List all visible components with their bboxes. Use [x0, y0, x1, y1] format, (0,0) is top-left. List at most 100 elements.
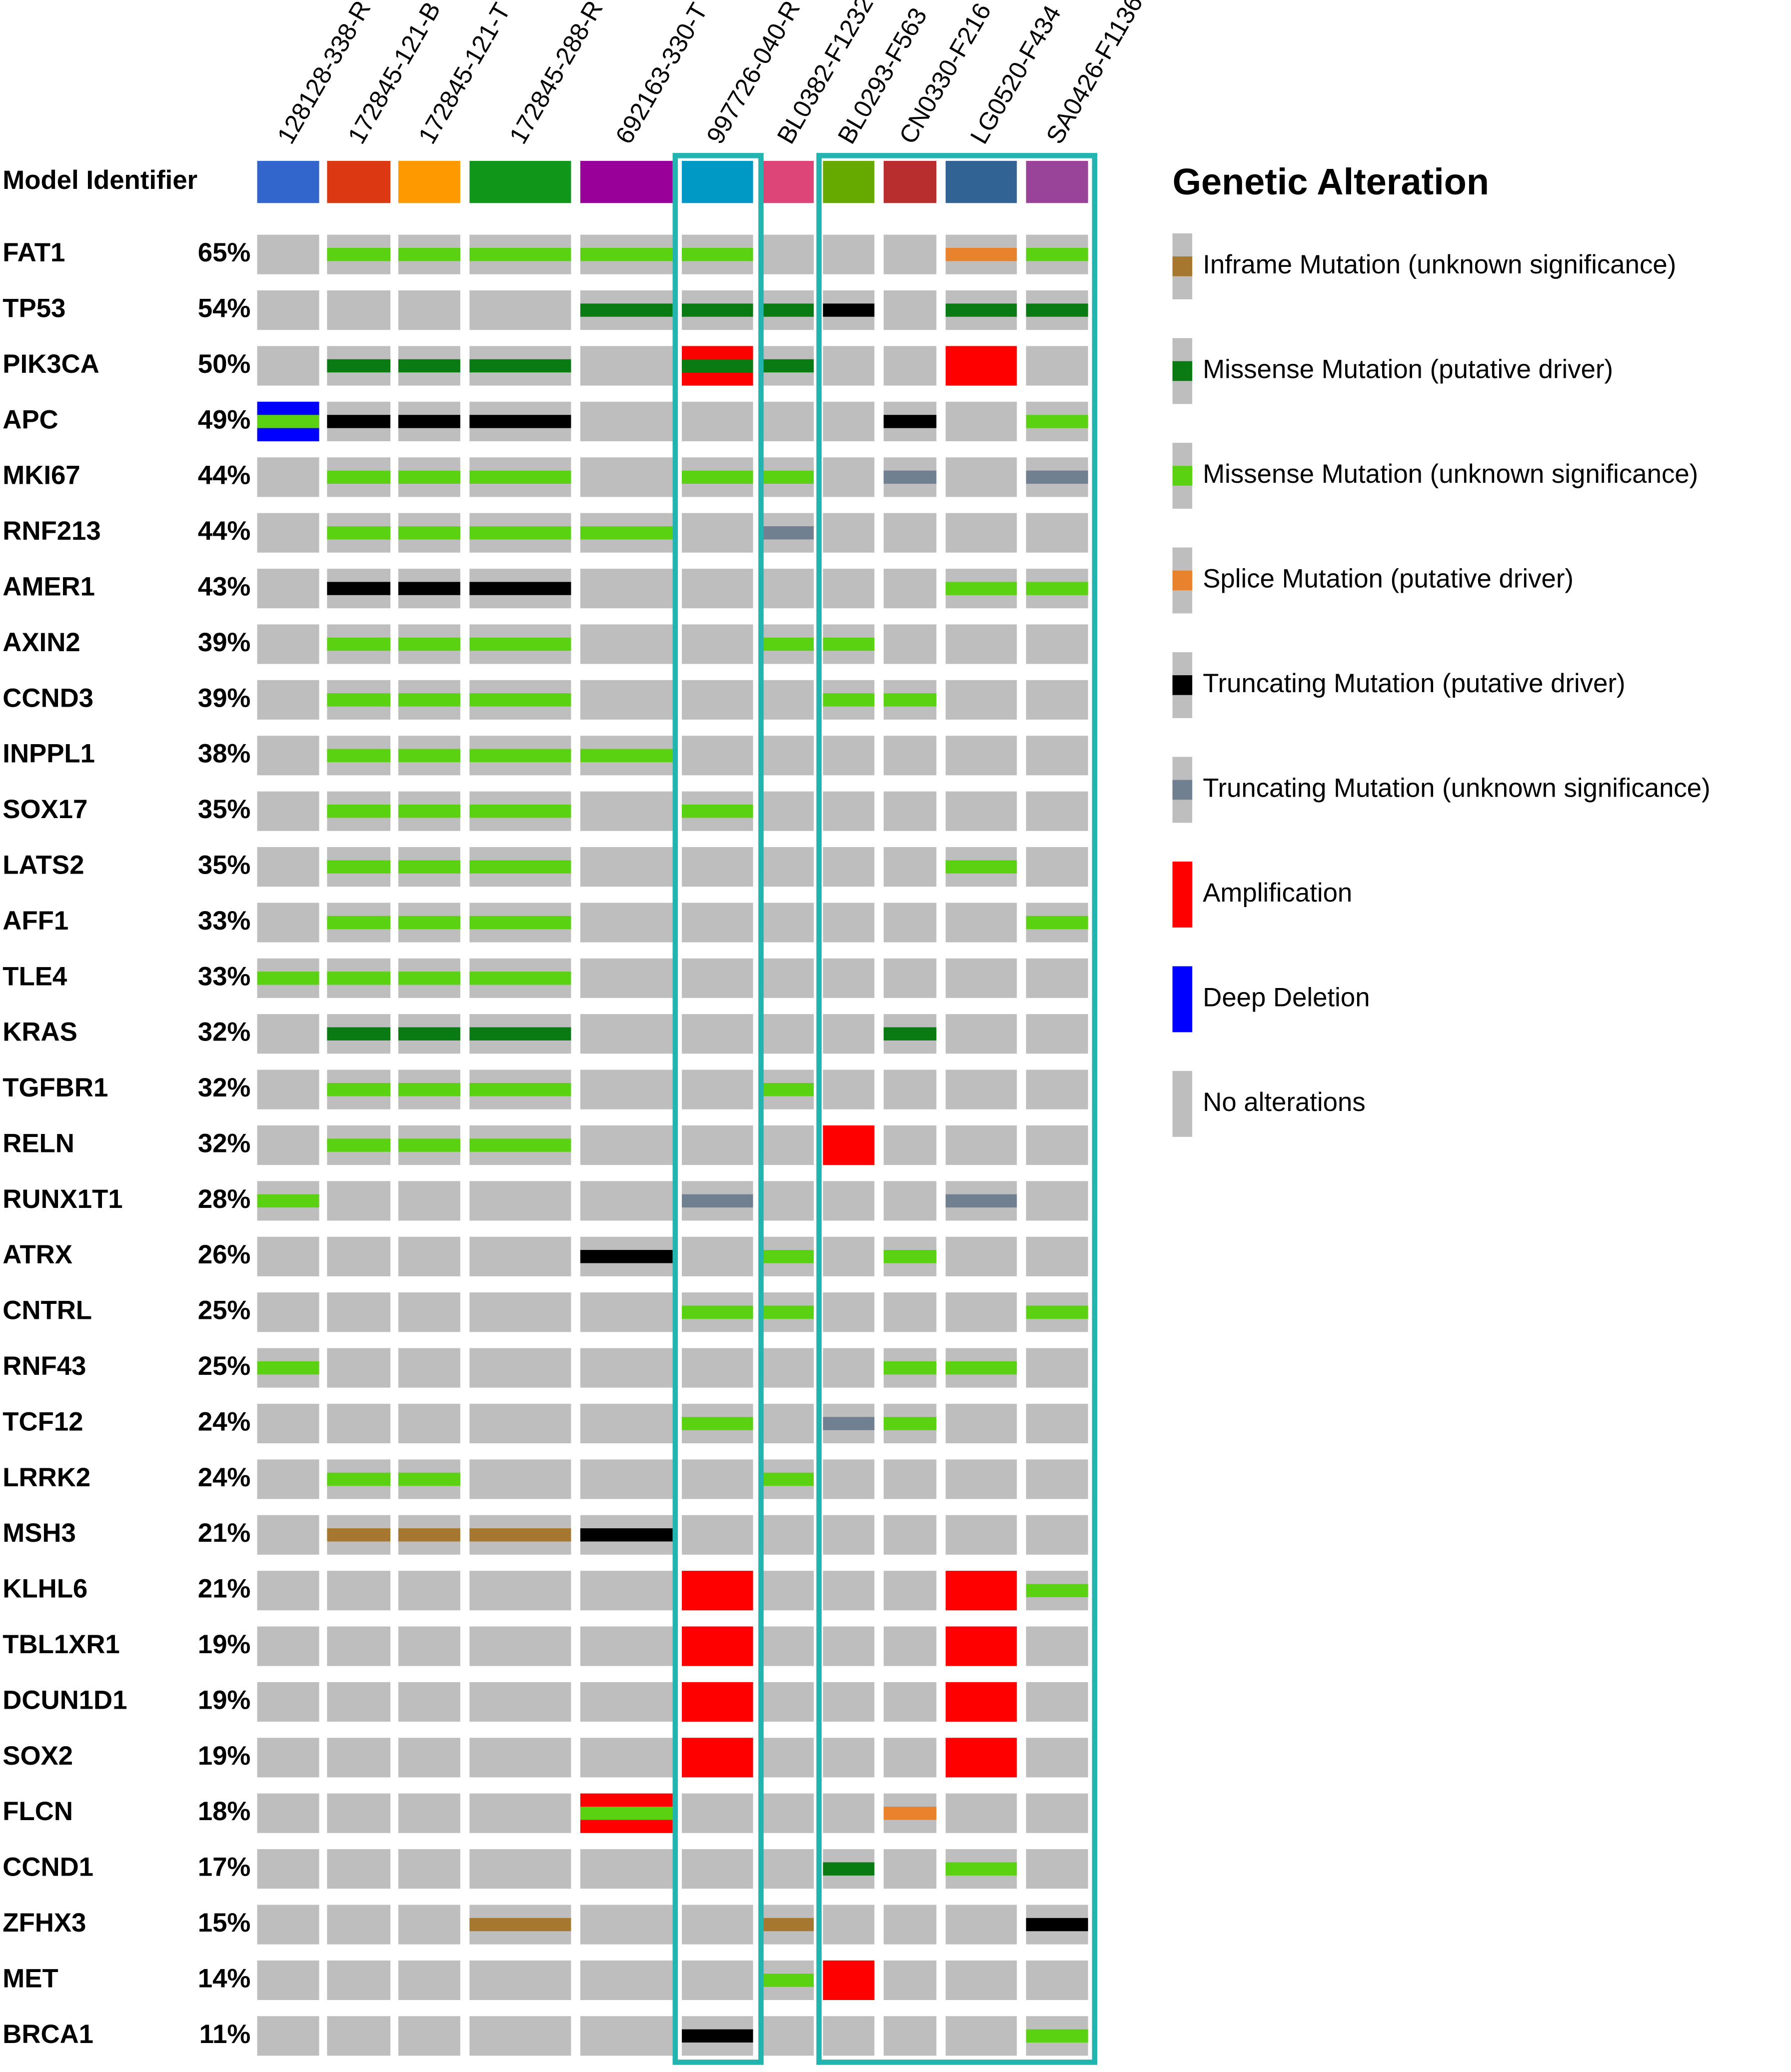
cell: [682, 1236, 753, 1276]
cell: [580, 958, 673, 998]
cell: [823, 791, 875, 831]
legend-label: Deep Deletion: [1203, 983, 1370, 1012]
cell: [762, 401, 814, 441]
alteration: [327, 804, 390, 818]
sample-label: 692163-330-T: [610, 0, 713, 148]
cell: [682, 1069, 753, 1109]
gene-frequency: 39%: [198, 628, 251, 657]
alteration: [823, 637, 875, 651]
cell: [1026, 1682, 1088, 1722]
cell: [1026, 1849, 1088, 1889]
cell: [398, 1682, 460, 1722]
alteration: [1026, 582, 1088, 595]
cell: [1026, 1626, 1088, 1666]
cell: [327, 1571, 390, 1611]
cell: [823, 457, 875, 497]
cell: [883, 1849, 937, 1889]
cell: [945, 2016, 1017, 2056]
cell: [1026, 958, 1088, 998]
alteration: [469, 470, 571, 484]
cell: [469, 1571, 571, 1611]
cell: [762, 1626, 814, 1666]
legend-label: Missense Mutation (unknown significance): [1203, 459, 1698, 489]
alteration: [327, 693, 390, 707]
gene-frequency: 35%: [198, 795, 251, 824]
cell: [945, 903, 1017, 943]
cell: [327, 1905, 390, 1945]
cell: [883, 903, 937, 943]
cell: [823, 346, 875, 386]
row-header: Model Identifier: [2, 165, 197, 195]
cell: [327, 1181, 390, 1221]
cell: [823, 1459, 875, 1499]
cell: [762, 791, 814, 831]
cell: [469, 2016, 571, 2056]
alteration: [945, 1682, 1017, 1722]
cell: [580, 346, 673, 386]
cell: [398, 1236, 460, 1276]
legend-title: Genetic Alteration: [1173, 161, 1489, 202]
cell: [883, 1738, 937, 1778]
cell: [257, 1515, 319, 1555]
cell: [469, 290, 571, 330]
cell: [762, 958, 814, 998]
alteration: [469, 359, 571, 373]
alteration: [327, 1472, 390, 1486]
gene-frequency: 50%: [198, 349, 251, 379]
cell: [257, 457, 319, 497]
gene-frequency: 24%: [198, 1463, 251, 1492]
cell: [945, 1793, 1017, 1833]
alteration: [1026, 415, 1088, 428]
cell: [682, 624, 753, 664]
cell: [682, 1905, 753, 1945]
cell: [257, 1738, 319, 1778]
alteration: [398, 693, 460, 707]
gene-label: FAT1: [2, 238, 65, 267]
gene-label: TCF12: [2, 1407, 83, 1436]
cell: [682, 1014, 753, 1054]
cell: [1026, 624, 1088, 664]
gene-label: TGFBR1: [2, 1073, 108, 1102]
alteration: [469, 1528, 571, 1542]
cell: [762, 1515, 814, 1555]
cell: [1026, 1181, 1088, 1221]
cell: [823, 1292, 875, 1332]
cell: [823, 568, 875, 609]
alteration: [327, 582, 390, 595]
cell: [1026, 1014, 1088, 1054]
alteration: [1026, 470, 1088, 484]
gene-frequency: 26%: [198, 1240, 251, 1269]
cell: [469, 1181, 571, 1221]
sample-bar: [469, 160, 571, 203]
cell: [257, 903, 319, 943]
cell: [580, 1849, 673, 1889]
legend-color: [1172, 966, 1193, 1033]
cell: [1026, 1515, 1088, 1555]
cell: [762, 234, 814, 274]
legend-color: [1172, 361, 1193, 381]
cell: [1026, 1236, 1088, 1276]
cell: [1026, 1125, 1088, 1165]
cell: [580, 1292, 673, 1332]
alteration: [1026, 916, 1088, 930]
sample-bar: [327, 160, 390, 203]
cell: [945, 624, 1017, 664]
cell: [883, 1515, 937, 1555]
cell: [823, 1069, 875, 1109]
cell: [762, 1403, 814, 1444]
cell: [257, 1793, 319, 1833]
alteration: [398, 804, 460, 818]
alteration: [945, 1194, 1017, 1208]
alteration: [762, 526, 814, 540]
cell: [945, 736, 1017, 776]
gene-frequency: 35%: [198, 850, 251, 880]
gene-label: BRCA1: [2, 2020, 93, 2049]
cell: [682, 568, 753, 609]
cell: [398, 1292, 460, 1332]
cell: [762, 568, 814, 609]
cell: [762, 680, 814, 720]
cell: [257, 1849, 319, 1889]
alteration: [327, 860, 390, 874]
alteration: [398, 1528, 460, 1542]
